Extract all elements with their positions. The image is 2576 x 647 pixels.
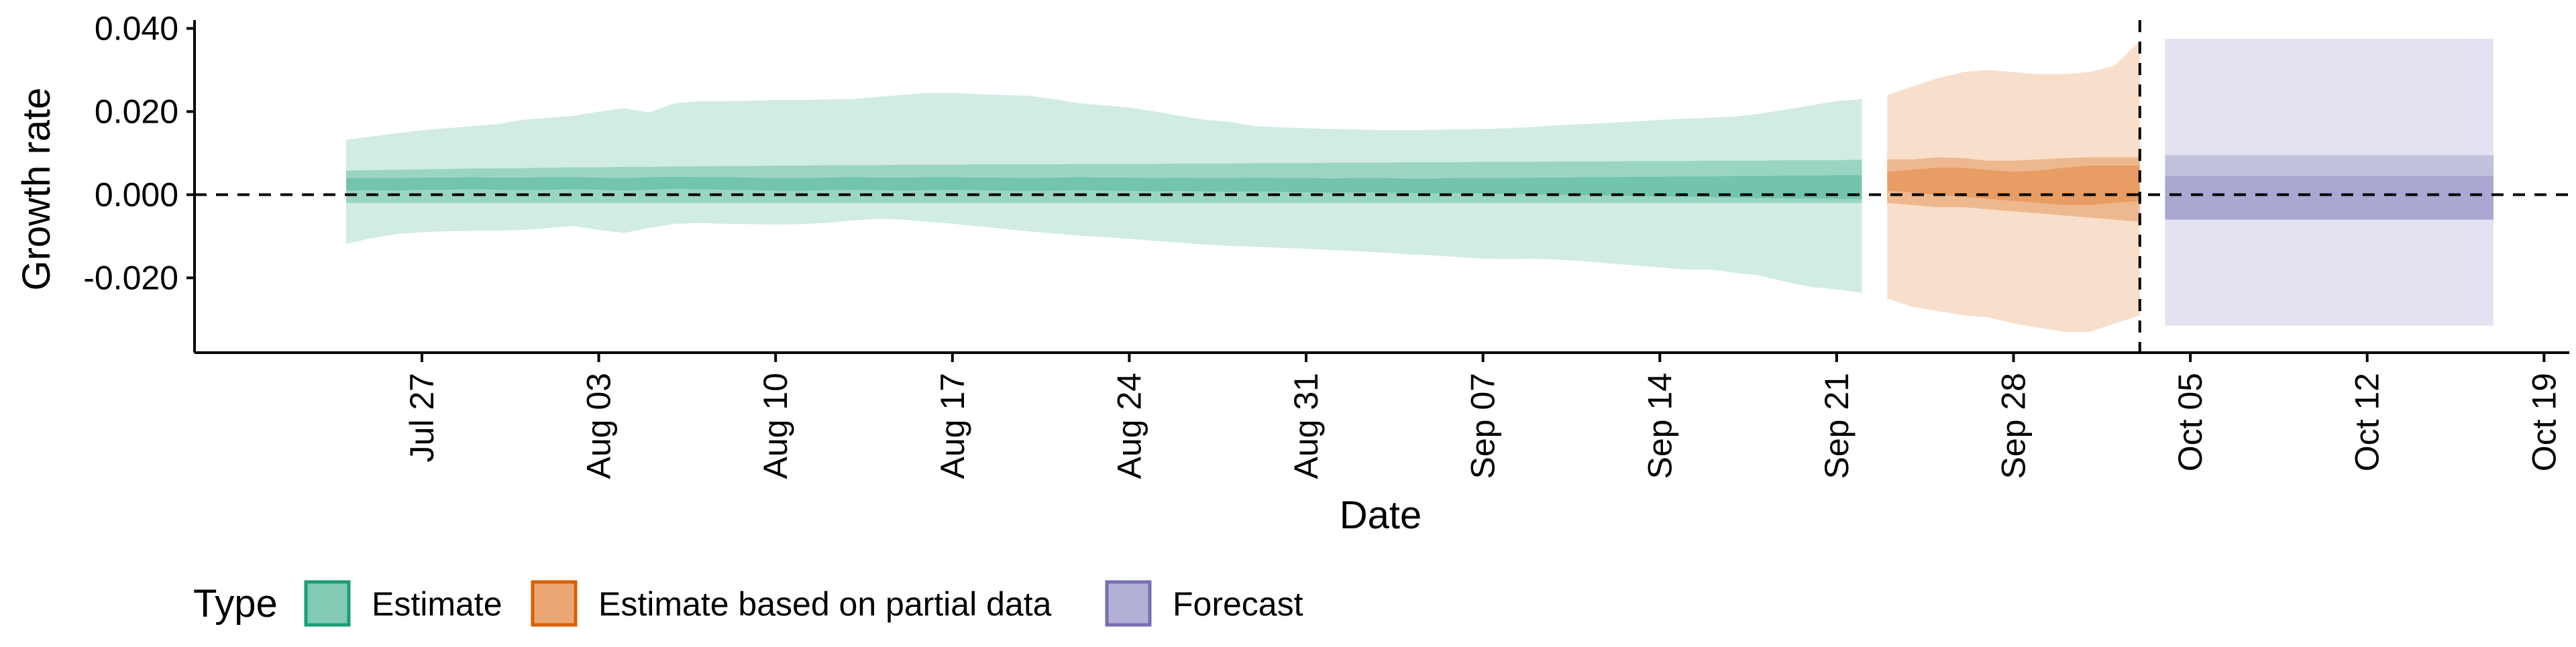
x-tick-label: Sep 28 xyxy=(1995,373,2033,479)
reference-layer xyxy=(195,20,2569,353)
estimate-based-on-partial-data-band-50 xyxy=(1887,157,2140,222)
legend: Type Estimate Estimate based on partial d… xyxy=(193,580,1303,627)
x-tick-label: Oct 05 xyxy=(2171,373,2209,471)
y-tick-label: 0.000 xyxy=(95,176,178,213)
estimate-band-20 xyxy=(346,175,1862,199)
x-tick-label: Aug 17 xyxy=(934,373,971,479)
y-ticks-layer: -0.020 0.000 0.020 0.040 xyxy=(83,9,195,296)
x-tick-label: Aug 10 xyxy=(757,373,794,479)
legend-label-estimate: Estimate xyxy=(372,585,502,623)
x-tick-label: Sep 14 xyxy=(1641,373,1678,479)
x-tick-label: Oct 12 xyxy=(2349,373,2386,471)
x-tick-label: Sep 07 xyxy=(1464,373,1502,479)
legend-label-forecast: Forecast xyxy=(1173,585,1303,623)
x-ticks-layer: Jul 27 Aug 03 Aug 10 Aug 17 Aug 24 Aug 31 Sep … xyxy=(403,353,2563,479)
y-tick-label: 0.020 xyxy=(95,93,178,130)
x-tick-label: Oct 19 xyxy=(2525,373,2563,471)
y-tick-label: 0.040 xyxy=(95,9,178,47)
y-axis-title: Growth rate xyxy=(15,88,58,291)
legend-key-forecast xyxy=(1105,580,1152,627)
forecast-band-20 xyxy=(2165,176,2493,220)
legend-key-estimate-based-on-partial-data xyxy=(531,580,578,627)
forecast-band-50 xyxy=(2165,155,2493,220)
estimate-band-50 xyxy=(346,160,1862,203)
estimate-based-on-partial-data-band-20 xyxy=(1887,166,2140,205)
forecast-band-90 xyxy=(2165,38,2493,326)
x-tick-label: Sep 21 xyxy=(1818,373,1856,479)
x-tick-label: Aug 24 xyxy=(1110,373,1148,479)
legend-title: Type xyxy=(193,582,278,626)
legend-key-estimate xyxy=(304,580,351,627)
x-axis-title: Date xyxy=(1340,493,1422,537)
y-tick-label: -0.020 xyxy=(83,259,178,296)
estimate-based-on-partial-data-band-90 xyxy=(1887,41,2140,332)
x-tick-label: Aug 03 xyxy=(580,373,618,479)
legend-label-estimate-based-on-partial-data: Estimate based on partial data xyxy=(598,585,1052,623)
x-tick-label: Aug 31 xyxy=(1287,373,1325,479)
x-tick-label: Jul 27 xyxy=(403,373,441,462)
axes-layer xyxy=(193,20,2569,354)
bands-layer xyxy=(346,38,2493,332)
estimate-band-90 xyxy=(346,93,1862,293)
